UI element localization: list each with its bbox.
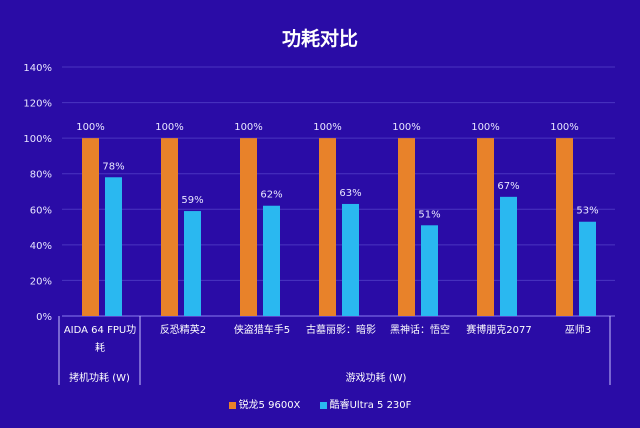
legend: 锐龙5 9600X 酷睿Ultra 5 230F (0, 396, 640, 411)
legend-swatch (319, 401, 327, 409)
x-tick-label: 耗 (95, 342, 105, 354)
y-tick-label: 40% (30, 241, 52, 252)
data-label: 62% (260, 190, 282, 201)
group-label: 游戏功耗 (W) (346, 371, 407, 384)
x-tick-label: AIDA 64 FPU功 (64, 324, 136, 336)
data-label: 100% (313, 122, 342, 133)
bar (263, 205, 280, 316)
legend-label: 锐龙5 9600X (238, 400, 301, 411)
y-tick-label: 60% (30, 205, 52, 216)
bar (319, 138, 336, 316)
data-label: 100% (155, 122, 184, 133)
legend-label: 酷睿Ultra 5 230F (329, 400, 412, 411)
data-label: 67% (497, 181, 519, 192)
x-tick-label: 巫师3 (565, 323, 591, 336)
x-tick-label: 古墓丽影：暗影 (306, 323, 376, 336)
bar (105, 177, 122, 316)
legend-item-core: 酷睿Ultra 5 230F (319, 396, 412, 411)
y-tick-label: 0% (36, 312, 52, 323)
data-label: 100% (392, 122, 421, 133)
bar (184, 211, 201, 316)
group-label: 拷机功耗 (W) (69, 371, 130, 384)
data-label: 51% (418, 209, 440, 220)
bar (500, 196, 517, 316)
legend-swatch (228, 401, 236, 409)
data-label: 63% (339, 188, 361, 199)
x-tick-label: 赛博朋克2077 (466, 323, 531, 336)
legend-item-ryzen: 锐龙5 9600X (228, 396, 301, 411)
bar (556, 138, 573, 316)
data-label: 78% (102, 161, 124, 172)
data-label: 100% (234, 122, 263, 133)
y-tick-label: 120% (23, 99, 52, 110)
bar (82, 138, 99, 316)
bar (477, 138, 494, 316)
data-label: 100% (471, 122, 500, 133)
bar (161, 138, 178, 316)
y-tick-label: 100% (23, 134, 52, 145)
x-tick-label: 侠盗猎车手5 (234, 323, 290, 336)
y-tick-label: 20% (30, 276, 52, 287)
data-label: 100% (550, 122, 579, 133)
y-tick-label: 80% (30, 170, 52, 181)
data-label: 53% (576, 206, 598, 217)
bar (240, 138, 257, 316)
bar (421, 225, 438, 316)
y-tick-label: 140% (23, 63, 52, 74)
bar (398, 138, 415, 316)
bar (342, 203, 359, 316)
data-label: 100% (76, 122, 105, 133)
data-label: 59% (181, 195, 203, 206)
bar (579, 221, 596, 316)
chart-title: 功耗对比 (281, 28, 358, 50)
x-tick-label: 黑神话：悟空 (390, 323, 450, 336)
x-tick-label: 反恐精英2 (160, 323, 206, 336)
